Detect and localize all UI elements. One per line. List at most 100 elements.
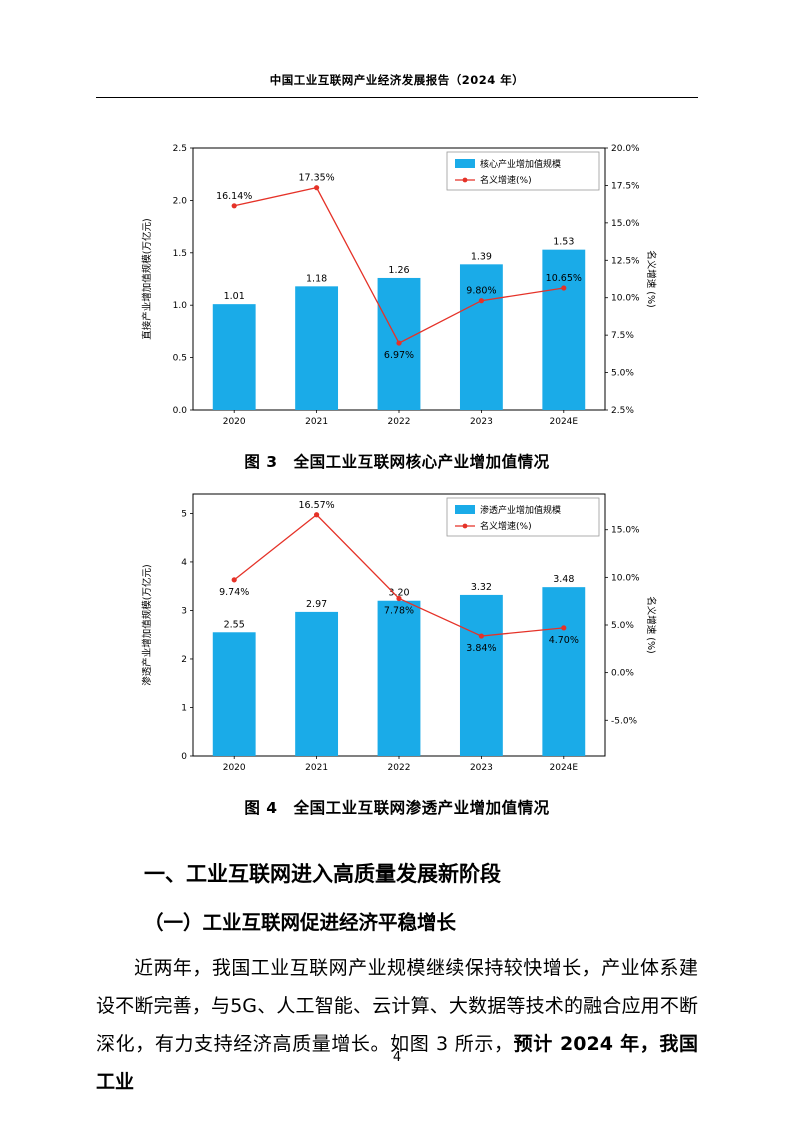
x-tick-label: 2020: [223, 763, 246, 773]
right-tick-label: 7.5%: [611, 331, 634, 341]
left-tick-label: 5: [181, 509, 187, 519]
report-title: 中国工业互联网产业经济发展报告（2024 年）: [269, 73, 525, 87]
page-number: 4: [392, 1050, 402, 1065]
x-tick-label: 2024E: [550, 763, 579, 773]
bar: [212, 632, 256, 756]
right-tick-label: 20.0%: [611, 144, 640, 154]
x-tick-label: 2024E: [550, 417, 579, 427]
right-tick-label: 17.5%: [611, 181, 640, 191]
bar: [459, 594, 503, 756]
data-point: [231, 577, 237, 583]
legend-line-label: 名义增速(%): [480, 174, 532, 186]
x-tick-label: 2021: [305, 763, 328, 773]
bar-value-label: 1.01: [224, 291, 245, 302]
right-tick-label: -5.0%: [611, 716, 638, 726]
legend-line-marker: [462, 177, 468, 183]
section-subheading: （一）工业互联网促进经济平稳增长: [144, 911, 457, 934]
x-tick-label: 2022: [388, 763, 411, 773]
figure-3-chart: 0.0 0.5 1.0 1.5 2.0 2.5 2.5% 5.0% 7.5% 10.0% 12.5%…: [141, 144, 657, 427]
legend-box: [446, 151, 600, 191]
left-tick-label: 2.0: [173, 196, 188, 206]
right-tick-label: 0.0%: [611, 669, 634, 679]
legend-bar-swatch: [455, 159, 475, 168]
bar: [295, 611, 339, 756]
data-point: [561, 285, 567, 291]
bar-value-label: 2.97: [306, 599, 327, 610]
legend-bar-label: 核心产业增加值规模: [480, 158, 561, 170]
point-value-label: 4.70%: [549, 635, 579, 646]
figure-4-block: 0 1 2 3 4 5 -5.0% 0.0% 5.0% 10.0% 15.0% 2020 2021 202…: [96, 486, 698, 818]
left-tick-label: 0.5: [173, 354, 187, 364]
bar-value-label: 1.18: [306, 273, 327, 284]
left-tick-label: 1: [181, 703, 187, 713]
bar-value-label: 3.48: [553, 574, 574, 585]
x-tick-label: 2023: [470, 763, 493, 773]
point-value-label: 9.80%: [466, 286, 496, 297]
right-tick-label: 2.5%: [611, 406, 634, 416]
bar-value-label: 1.26: [388, 265, 409, 276]
x-tick-label: 2022: [388, 417, 411, 427]
page-header: 中国工业互联网产业经济发展报告（2024 年）: [96, 72, 698, 98]
paragraph-text: 近两年，我国工业互联网产业规模继续保持较快增长，产业体系建设不断完善，与5G、人…: [96, 957, 698, 1055]
right-axis-label: 名义增速 (%): [645, 250, 657, 307]
point-value-label: 16.57%: [298, 500, 334, 511]
bar: [377, 600, 421, 756]
x-tick-label: 2023: [470, 417, 493, 427]
data-point: [396, 595, 402, 602]
legend-box: [446, 497, 600, 537]
left-axis-label: 渗透产业增加值规模(万亿元): [141, 564, 153, 685]
point-value-label: 17.35%: [298, 173, 334, 184]
bar-value-label: 3.32: [471, 582, 492, 593]
x-tick-label: 2021: [305, 417, 328, 427]
figure-3-caption: 图 3 全国工业互联网核心产业增加值情况: [244, 453, 550, 471]
section-heading: 一、工业互联网进入高质量发展新阶段: [144, 862, 501, 886]
right-tick-label: 10.0%: [611, 573, 640, 583]
left-tick-label: 0: [181, 752, 187, 762]
figure-4-caption: 图 4 全国工业互联网渗透产业增加值情况: [244, 799, 550, 817]
point-value-label: 7.78%: [384, 606, 414, 617]
data-point: [231, 203, 237, 209]
bar: [459, 264, 503, 410]
left-tick-label: 1.0: [173, 301, 188, 311]
right-axis-label: 名义增速 (%): [645, 596, 657, 653]
bar: [295, 286, 339, 410]
x-tick-label: 2020: [223, 417, 246, 427]
paragraph-text-bold: 预计 2024 年，我国工业: [96, 1033, 698, 1093]
point-value-label: 16.14%: [216, 191, 252, 202]
bar-value-label: 1.39: [471, 251, 492, 262]
right-tick-label: 15.0%: [611, 219, 640, 229]
legend-bar-swatch: [455, 505, 475, 514]
data-point: [561, 625, 567, 631]
left-tick-label: 1.5: [173, 249, 187, 259]
left-axis-label: 直接产业增加值规模(万亿元): [141, 218, 153, 339]
legend-line-marker: [462, 523, 468, 529]
left-tick-label: 3: [181, 606, 187, 616]
data-point: [314, 185, 320, 191]
figure-4-chart: 0 1 2 3 4 5 -5.0% 0.0% 5.0% 10.0% 15.0% 2020 2021 202…: [141, 493, 657, 773]
data-point: [478, 633, 484, 639]
point-value-label: 9.74%: [219, 587, 249, 598]
data-point: [478, 298, 484, 304]
left-tick-label: 0.0: [173, 406, 188, 416]
bar-value-label: 2.55: [224, 619, 245, 630]
bar-value-label: 1.53: [553, 237, 574, 248]
data-point: [314, 512, 320, 518]
left-tick-label: 2.5: [173, 144, 187, 154]
right-tick-label: 5.0%: [611, 369, 634, 379]
right-tick-label: 12.5%: [611, 256, 640, 266]
point-value-label: 10.65%: [546, 273, 582, 284]
point-value-label: 6.97%: [384, 350, 414, 361]
bar-value-label: 3.20: [388, 588, 409, 599]
body-paragraph: 近两年，我国工业互联网产业规模继续保持较快增长，产业体系建设不断完善，与5G、人…: [96, 949, 698, 1101]
left-tick-label: 2: [181, 655, 187, 665]
right-tick-label: 5.0%: [611, 621, 634, 631]
point-value-label: 3.84%: [466, 643, 496, 654]
right-tick-label: 10.0%: [611, 294, 640, 304]
legend-line-label: 名义增速(%): [480, 520, 532, 532]
bar: [212, 304, 256, 410]
left-tick-label: 4: [181, 558, 187, 568]
legend-bar-label: 渗透产业增加值规模: [480, 504, 561, 516]
bar: [542, 249, 586, 410]
